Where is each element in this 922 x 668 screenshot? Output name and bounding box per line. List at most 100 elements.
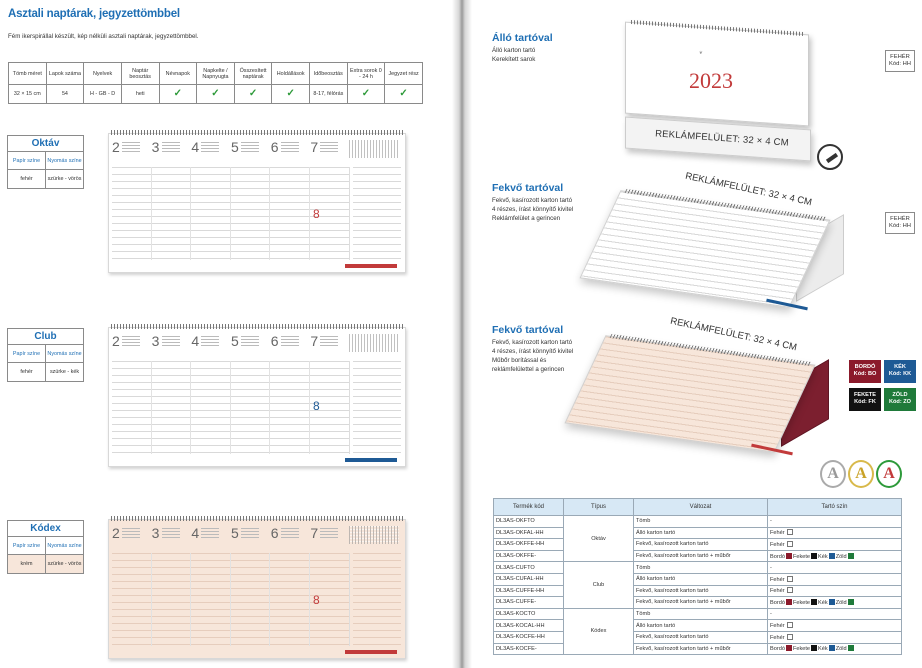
- holder-color-label: -: [770, 518, 772, 525]
- variant-box-kodex: Kódex Papír színe Nyomás színe krém szür…: [7, 520, 84, 574]
- holder-color: Fehér: [767, 630, 902, 644]
- variant-header-paper: Papír színe: [12, 542, 41, 549]
- badge-label: BORDÓ: [854, 364, 876, 370]
- notes-area: [353, 361, 401, 454]
- variant-header-paper: Papír színe: [12, 157, 41, 164]
- color-badge-kek: KÉK Kód: KK: [884, 360, 916, 383]
- notes-area: [353, 553, 401, 646]
- day-number: 4: [191, 333, 200, 349]
- product-code: DL3AS-KOCAL-HH: [493, 619, 564, 632]
- page-title: Asztali naptárak, jegyzettömbbel: [8, 8, 180, 20]
- code-box-white: FEHÉR Kód: HH: [885, 212, 915, 234]
- variant-box-club: Club Papír színe Nyomás színe fehér szür…: [7, 328, 84, 382]
- notes-area: [353, 167, 401, 260]
- holder-color: Bordó Fekete Kék Zöld: [767, 549, 902, 563]
- product-variant: Álló karton tartó: [633, 619, 768, 632]
- desc-line: reklámfelülettel a gerincen: [492, 366, 565, 373]
- badge-code: Kód: FK: [854, 399, 876, 405]
- standing-calendar-illustration: ❦ 2023 REKLÁMFELÜLET: 32 × 4 CM: [625, 19, 843, 170]
- white-swatch-icon: [786, 540, 793, 547]
- section-title-standing: Álló tartóval: [492, 32, 553, 44]
- footer-band: [345, 264, 397, 268]
- section-title-lying-leather: Fekvő tartóval: [492, 324, 564, 336]
- desc-line: 4 részes, írást könnyítő kivitel: [492, 206, 574, 213]
- footer-band: [345, 458, 397, 462]
- spiral-binding: [111, 324, 403, 329]
- variant-paper-color: krém: [8, 555, 45, 573]
- holder-color-label: Bordó: [770, 646, 785, 653]
- swatch-label: Zöld: [835, 553, 847, 560]
- day-number: 6: [270, 525, 279, 541]
- holder-color-label: Bordó: [770, 599, 785, 606]
- white-swatch-icon: [786, 575, 793, 582]
- badge-code: Kód: ZO: [888, 399, 912, 405]
- spec-header: Extra sorok 0 - 24 h: [346, 62, 386, 85]
- lying-calendar-illustration: REKLÁMFELÜLET: 32 × 4 CM: [579, 171, 844, 311]
- col-header: Termék kód: [493, 498, 564, 516]
- green-swatch-icon: [847, 645, 854, 652]
- spec-value-row: 32 × 15 cm 54 H - GB - D heti ✓ ✓ ✓ ✓ 8-…: [8, 84, 423, 104]
- day-number: 4: [191, 525, 200, 541]
- swatch-label: Zöld: [835, 646, 847, 653]
- blue-swatch-icon: [828, 552, 835, 559]
- product-code: DL3AS-OKFAL-HH: [493, 526, 564, 540]
- holder-color-label: Fehér: [770, 576, 785, 583]
- day-number-sunday: 8: [313, 207, 320, 221]
- table-row: DL3AS-CUFFE- Fekvő, kasírozott karton tar…: [493, 596, 902, 609]
- holder-color: Fehér: [767, 526, 902, 540]
- spiral-binding: [631, 19, 803, 37]
- holder-color: -: [767, 561, 902, 574]
- spec-header: Holdállások: [271, 62, 310, 85]
- holder-color: -: [767, 607, 902, 621]
- product-code: DL3AS-KOCFE-HH: [493, 630, 564, 644]
- swatch-label: Kék: [818, 553, 828, 560]
- checkmark-icon: ✓: [211, 88, 220, 99]
- swatch-label: Kék: [818, 599, 828, 606]
- variant-header-print: Nyomás színe: [45, 537, 83, 554]
- table-row: DL3AS-KOCFE-HH Fekvő, kasírozott karton t…: [493, 630, 902, 644]
- badge-code: Kód: BO: [853, 371, 877, 377]
- spec-header: Időbeosztás: [309, 62, 348, 85]
- variant-header-paper: Papír színe: [12, 350, 41, 357]
- black-swatch-icon: [811, 552, 818, 559]
- book-spine: [452, 0, 472, 668]
- desc-line: Kerekített sarok: [492, 56, 536, 63]
- day-number-sunday: 8: [313, 593, 320, 607]
- table-row: DL3AS-OKFTO Oktáv Tömb -: [493, 514, 902, 563]
- table-row: DL3AS-OKFAL-HH Álló karton tartó Fehér: [493, 526, 902, 540]
- white-swatch-icon: [786, 529, 793, 536]
- code-label: FEHÉR: [890, 216, 910, 222]
- table-row: DL3AS-KOCFE- Fekvő, kasírozott karton tar…: [493, 642, 902, 656]
- product-code: DL3AS-CUFAL-HH: [493, 572, 564, 586]
- swatch-label: Fekete: [792, 553, 811, 560]
- white-swatch-icon: [786, 622, 793, 629]
- color-badge-fekete: FEKETE Kód: FK: [849, 388, 881, 411]
- spec-table: Tömb méret Lapok száma Nyelvek Naptár be…: [8, 62, 423, 104]
- holder-color-label: Fehér: [770, 541, 785, 548]
- color-badge-zold: ZÖLD Kód: ZO: [884, 388, 916, 411]
- code-value: Kód: HH: [889, 223, 911, 229]
- day-number: 2: [112, 525, 120, 541]
- holder-color: Bordó Fekete Kék Zöld: [767, 596, 902, 609]
- product-code: DL3AS-OKFTO: [493, 515, 564, 528]
- spec-header: Névnapok: [158, 62, 198, 85]
- product-variant: Álló karton tartó: [633, 572, 768, 586]
- swatch-label: Zöld: [835, 599, 847, 606]
- day-number: 3: [151, 333, 160, 349]
- product-code: DL3AS-CUFTO: [493, 561, 564, 574]
- award-badge-icon: A: [848, 460, 874, 488]
- day-number: 5: [231, 525, 239, 541]
- green-swatch-icon: [847, 598, 854, 605]
- holder-color-label: Fehér: [770, 530, 785, 537]
- holder-color-label: -: [770, 564, 772, 571]
- variant-print-color: szürke - vörös: [45, 555, 83, 573]
- product-table-header: Termék kód Típus Változat Tartó szín: [493, 498, 902, 516]
- product-type: Club: [563, 561, 634, 609]
- day-number: 5: [231, 333, 239, 349]
- product-variant: Fekvő, kasírozott karton tartó: [633, 630, 768, 644]
- badge-code: Kód: KK: [888, 371, 912, 377]
- holder-color-label: Fehér: [770, 588, 785, 595]
- day-number: 5: [231, 139, 239, 155]
- holder-color: -: [767, 515, 902, 528]
- holder-color: Fehér: [767, 538, 902, 551]
